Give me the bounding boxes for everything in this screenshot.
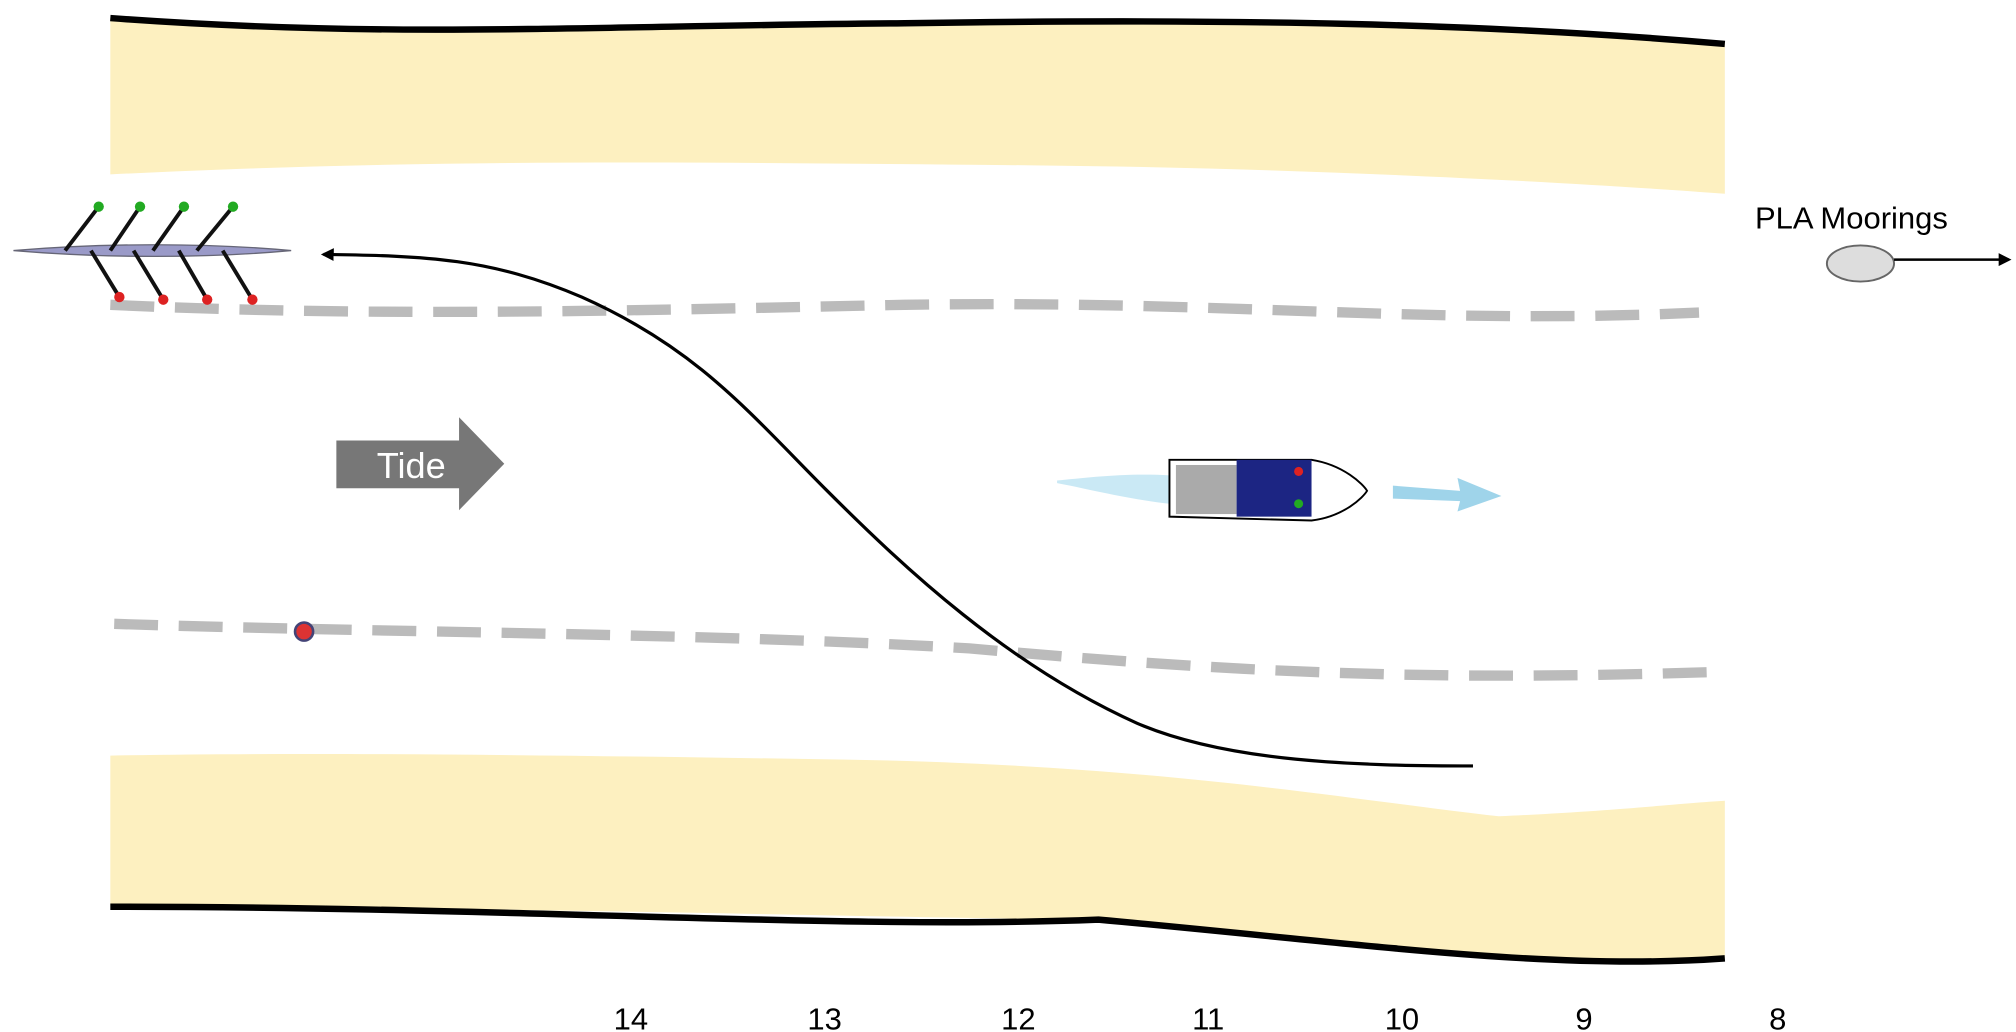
- course: [320, 248, 1473, 768]
- marker-label: 9: [1575, 1001, 1592, 1032]
- marker-label: 10: [1385, 1001, 1419, 1032]
- rowing-eight: [13, 201, 292, 305]
- moorings-label: PLA Moorings: [1755, 201, 1948, 236]
- bottom-shore: [110, 903, 1726, 965]
- lane-line: [110, 298, 1700, 322]
- mooring-buoy: [1825, 244, 1896, 283]
- buoy: [293, 621, 315, 642]
- lane-line: [114, 618, 1726, 681]
- top-bank: [110, 18, 1725, 194]
- marker-label: 14: [614, 1001, 648, 1032]
- launch: [1057, 458, 1502, 522]
- marker-label: 13: [807, 1001, 841, 1032]
- tide-label: Tide: [377, 445, 446, 486]
- marker-label: 11: [1192, 1001, 1224, 1032]
- marker-label: 12: [1001, 1001, 1035, 1032]
- tide-arrow: [336, 417, 505, 511]
- marker-label: 8: [1769, 1001, 1786, 1032]
- top-shore: [110, 14, 1726, 48]
- bottom-bank: [110, 753, 1725, 962]
